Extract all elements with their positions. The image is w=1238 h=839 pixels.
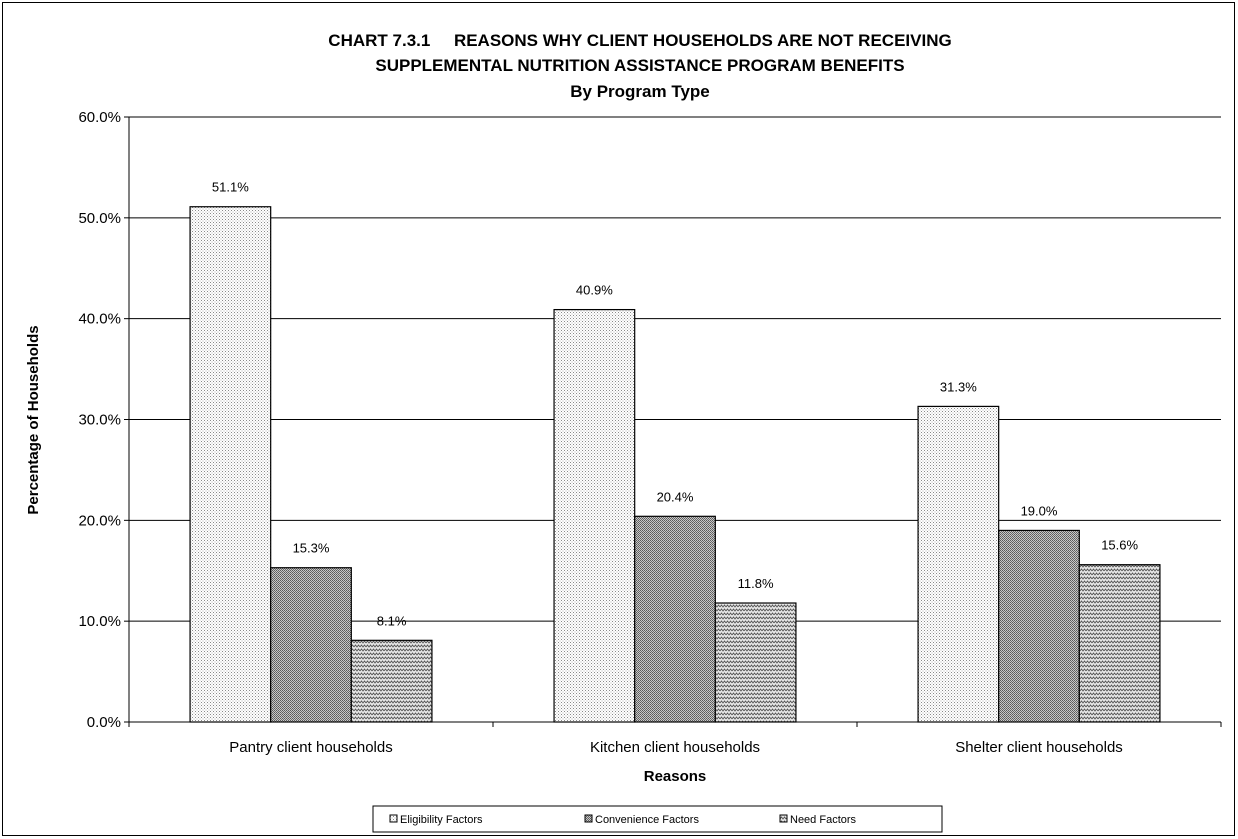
legend-label: Eligibility Factors — [400, 814, 483, 826]
bar — [350, 639, 433, 723]
data-label: 15.3% — [293, 541, 330, 556]
x-category-label: Pantry client households — [229, 739, 392, 756]
data-label: 40.9% — [576, 283, 613, 298]
x-category-label: Kitchen client households — [590, 739, 760, 756]
legend-swatch — [779, 814, 788, 823]
bar — [270, 567, 352, 723]
data-label: 20.4% — [657, 489, 694, 504]
y-tick-label: 60.0% — [78, 109, 121, 126]
bar — [714, 602, 797, 723]
legend-label: Need Factors — [790, 814, 857, 826]
y-axis-label: Percentage of Households — [25, 325, 42, 514]
y-tick-label: 50.0% — [78, 210, 121, 227]
bar — [1078, 564, 1161, 723]
y-axis-ticks: 0.0% 10.0% 20.0% 30.0% 40.0% 50.0% 60.0% — [78, 109, 129, 731]
legend: Eligibility Factors Convenience Factors Ne… — [389, 814, 857, 826]
chart-title: CHART 7.3.1 REASONS WHY CLIENT HOUSEHOLD… — [328, 31, 951, 50]
legend-swatch — [389, 814, 398, 823]
bar — [634, 515, 716, 723]
chart-title-line2: SUPPLEMENTAL NUTRITION ASSISTANCE PROGRA… — [375, 56, 904, 75]
legend-swatch — [584, 814, 593, 823]
data-label: 8.1% — [377, 613, 407, 628]
data-label: 15.6% — [1101, 538, 1138, 553]
legend-box — [372, 805, 943, 833]
y-tick-label: 40.0% — [78, 311, 121, 328]
y-tick-label: 30.0% — [78, 412, 121, 429]
x-axis-label: Reasons — [644, 768, 707, 785]
bar — [917, 405, 1000, 723]
y-tick-label: 10.0% — [78, 613, 121, 630]
data-labels: 51.1% 15.3% 8.1% 40.9% 20.4% 11.8% 31.3% 19.0% 1… — [212, 180, 1139, 629]
data-label: 31.3% — [940, 379, 977, 394]
x-axis-ticks — [128, 722, 1222, 727]
data-label: 51.1% — [212, 180, 249, 195]
x-category-label: Shelter client households — [955, 739, 1123, 756]
bar — [553, 308, 636, 723]
x-axis-categories: Pantry client households Kitchen client h… — [229, 739, 1123, 756]
chart-subtitle: By Program Type — [570, 82, 710, 101]
data-label: 11.8% — [738, 576, 774, 591]
y-tick-label: 20.0% — [78, 512, 121, 529]
legend-label: Convenience Factors — [595, 814, 699, 826]
y-tick-label: 0.0% — [87, 714, 121, 731]
bar — [998, 529, 1080, 723]
bars — [189, 206, 1161, 723]
bar — [189, 206, 272, 723]
data-label: 19.0% — [1021, 503, 1058, 518]
